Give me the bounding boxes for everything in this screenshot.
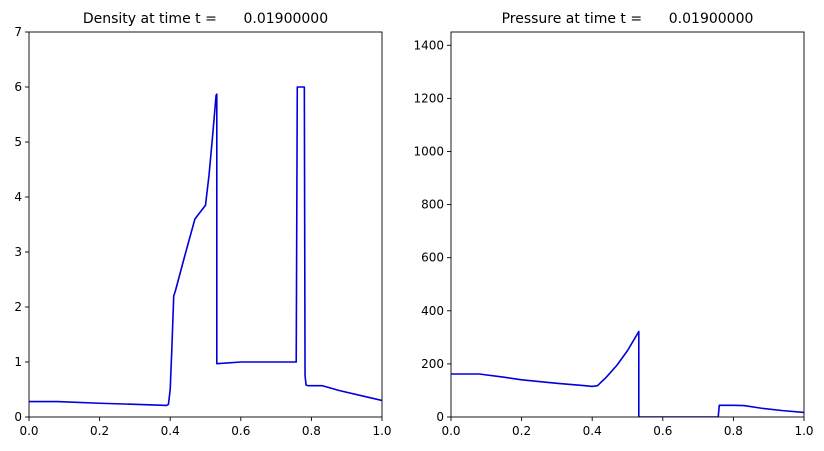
pressure-y-tick-label: 400 (421, 304, 444, 318)
density-chart: 0.0 0.2 0.4 0.6 0.8 1.0 0 1 2 3 4 5 6 7 Density at tim… (14, 11, 391, 438)
density-x-tick-label: 0.6 (231, 424, 250, 438)
density-x-tick-label: 0.2 (90, 424, 109, 438)
density-x-tick-label: 0.8 (302, 424, 321, 438)
density-y-tick-label: 7 (14, 25, 22, 39)
pressure-y-tick-label: 1200 (413, 91, 444, 105)
density-y-tick-label: 5 (14, 135, 22, 149)
pressure-y-tick-label: 1000 (413, 144, 444, 158)
density-axes-frame (28, 31, 383, 418)
pressure-x-tick-label: 0.0 (441, 424, 460, 438)
pressure-chart-title: Pressure at time t = 0.01900000 (502, 11, 754, 27)
pressure-x-tick-label: 0.4 (583, 424, 602, 438)
pressure-axes-frame (450, 31, 805, 418)
density-y-tick-label: 4 (14, 190, 22, 204)
density-x-tick-label: 1.0 (372, 424, 391, 438)
pressure-x-tick-label: 0.6 (653, 424, 672, 438)
pressure-y-tick-label: 0 (436, 410, 444, 424)
pressure-series-line (451, 330, 804, 417)
pressure-x-tick-label: 1.0 (794, 424, 813, 438)
density-y-tick-label: 2 (14, 300, 22, 314)
density-y-tick-label: 1 (14, 355, 22, 369)
pressure-x-tick-label: 0.2 (512, 424, 531, 438)
density-x-tick-label: 0.0 (19, 424, 38, 438)
density-y-tick-label: 0 (14, 410, 22, 424)
density-x-tick-label: 0.4 (161, 424, 180, 438)
pressure-x-tick-label: 0.8 (724, 424, 743, 438)
density-chart-title: Density at time t = 0.01900000 (83, 11, 328, 27)
pressure-y-tick-label: 800 (421, 198, 444, 212)
pressure-y-tick-label: 1400 (413, 38, 444, 52)
pressure-y-tick-label: 200 (421, 357, 444, 371)
pressure-y-tick-label: 600 (421, 251, 444, 265)
pressure-chart: 0.0 0.2 0.4 0.6 0.8 1.0 0 200 400 600 800 1000 1200 1… (413, 11, 813, 438)
density-y-tick-label: 3 (14, 245, 22, 259)
density-y-tick-label: 6 (14, 80, 22, 94)
density-series-line (29, 86, 382, 407)
